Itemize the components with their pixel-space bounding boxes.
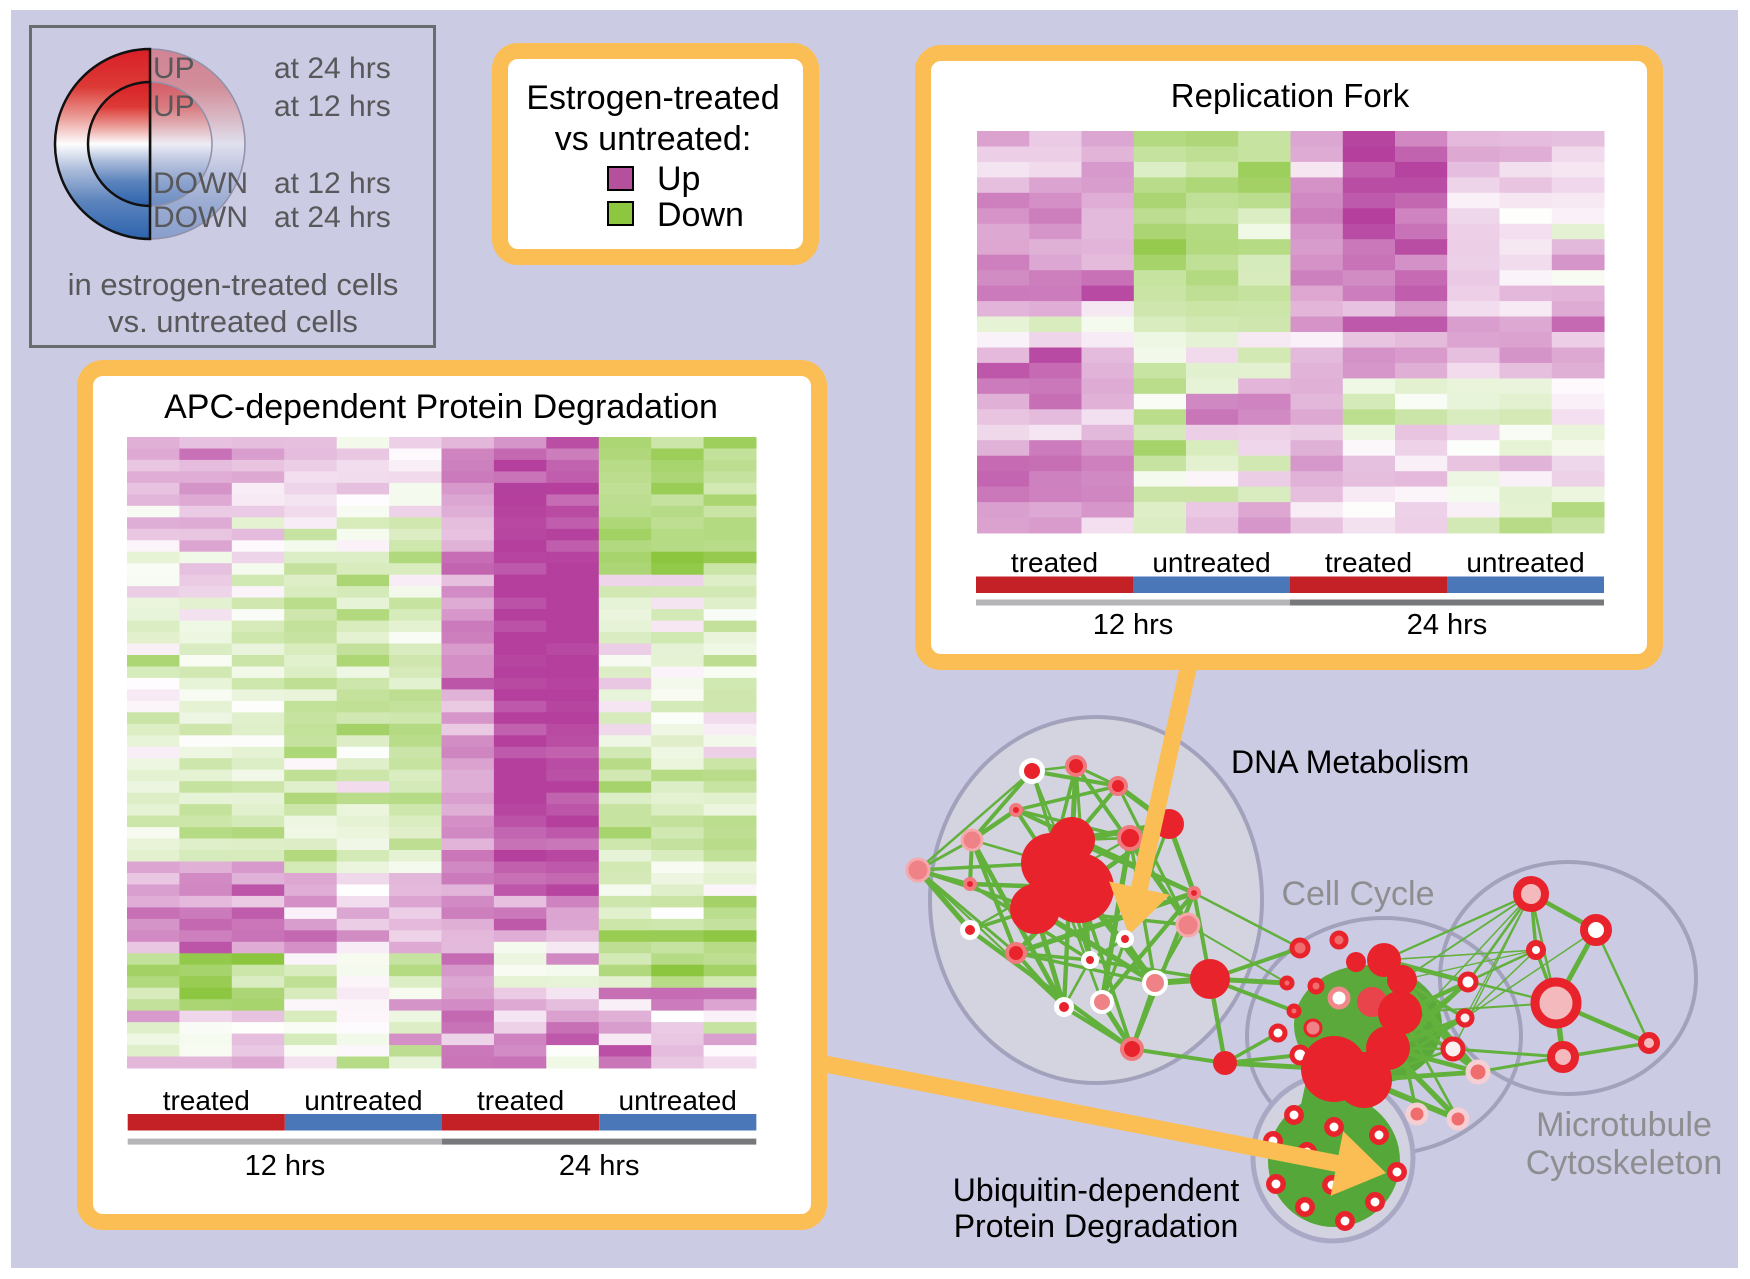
svg-text:at 12 hrs: at 12 hrs — [274, 90, 391, 123]
svg-text:treated: treated — [1011, 547, 1098, 578]
svg-text:Estrogen-treated: Estrogen-treated — [526, 79, 779, 117]
svg-text:treated: treated — [477, 1085, 564, 1116]
svg-text:APC-dependent Protein Degradat: APC-dependent Protein Degradation — [164, 388, 718, 426]
svg-text:at 12 hrs: at 12 hrs — [274, 167, 391, 200]
svg-text:Microtubule: Microtubule — [1536, 1106, 1712, 1144]
svg-text:Up: Up — [657, 160, 700, 198]
svg-text:at 24 hrs: at 24 hrs — [274, 52, 391, 85]
svg-text:Ubiquitin-dependent: Ubiquitin-dependent — [953, 1172, 1240, 1208]
svg-text:at 24 hrs: at 24 hrs — [274, 201, 391, 234]
svg-text:DNA Metabolism: DNA Metabolism — [1231, 744, 1469, 780]
svg-text:vs untreated:: vs untreated: — [555, 120, 752, 158]
svg-text:Cell Cycle: Cell Cycle — [1281, 875, 1434, 913]
svg-text:DOWN: DOWN — [153, 201, 248, 234]
svg-text:12 hrs: 12 hrs — [245, 1150, 326, 1182]
svg-text:24 hrs: 24 hrs — [1407, 609, 1488, 641]
svg-text:treated: treated — [1325, 547, 1412, 578]
svg-text:Replication Fork: Replication Fork — [1171, 77, 1410, 114]
svg-text:Cytoskeleton: Cytoskeleton — [1526, 1144, 1723, 1182]
svg-text:in estrogen-treated cells: in estrogen-treated cells — [68, 267, 399, 302]
svg-text:Down: Down — [657, 196, 744, 234]
svg-text:untreated: untreated — [304, 1085, 422, 1116]
svg-text:Protein Degradation: Protein Degradation — [954, 1208, 1239, 1244]
svg-text:UP: UP — [153, 52, 195, 85]
svg-text:UP: UP — [153, 90, 195, 123]
svg-text:DOWN: DOWN — [153, 167, 248, 200]
svg-text:12 hrs: 12 hrs — [1093, 609, 1174, 641]
svg-text:untreated: untreated — [619, 1085, 737, 1116]
svg-text:vs. untreated cells: vs. untreated cells — [108, 304, 358, 339]
svg-text:treated: treated — [163, 1085, 250, 1116]
svg-text:24 hrs: 24 hrs — [559, 1150, 640, 1182]
svg-text:untreated: untreated — [1466, 547, 1584, 578]
svg-text:untreated: untreated — [1152, 547, 1270, 578]
